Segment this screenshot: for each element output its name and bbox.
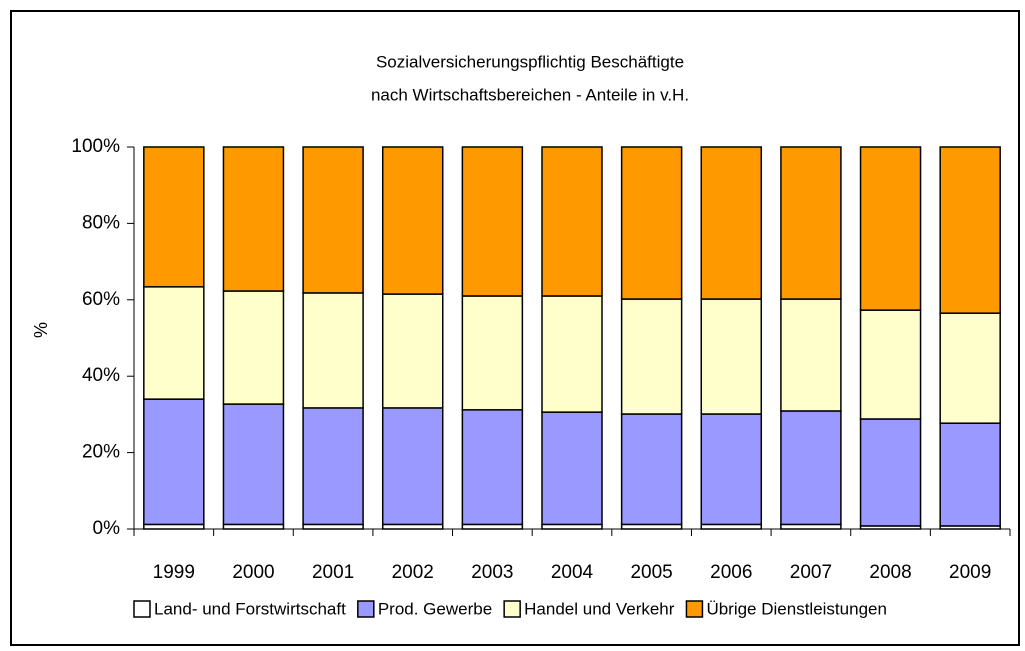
x-tick-label: 2004 [551, 562, 594, 583]
bar-segment [461, 146, 524, 297]
bar-segment [939, 422, 1001, 527]
legend-label: Land- und Forstwirtschaft [154, 599, 346, 618]
y-tick-label: 40% [82, 365, 120, 386]
legend-label: Handel und Verkehr [524, 599, 675, 618]
x-tick-label: 2003 [471, 562, 513, 583]
bar-segment [461, 409, 524, 526]
y-tick-label: 80% [82, 212, 120, 233]
x-tick-label: 2005 [630, 562, 672, 583]
x-tick-label: 2001 [312, 562, 354, 583]
legend-swatch [685, 600, 704, 618]
x-tick-label: 2002 [392, 562, 434, 583]
bar-segment [143, 146, 205, 288]
x-tick-label: 2007 [790, 562, 832, 583]
bar-segment [541, 146, 603, 297]
bar-segment [700, 146, 763, 300]
bar-segment [780, 410, 842, 526]
bar-segment [620, 146, 683, 300]
legend-swatch [357, 600, 375, 618]
bar-segment [939, 146, 1001, 314]
bar-segment [381, 293, 444, 409]
bar-segment [700, 298, 763, 415]
x-tick-label: 2000 [232, 562, 274, 583]
x-tick-label: 1999 [153, 562, 195, 583]
bar-segment [939, 312, 1001, 424]
bar-segment [859, 309, 922, 420]
bar-segment [222, 146, 285, 292]
legend-swatch [133, 600, 151, 618]
bar-segment [302, 292, 364, 409]
chart-title: nach Wirtschaftsbereichen - Anteile in v… [371, 85, 689, 104]
bar-segment [780, 298, 842, 412]
x-tick-label: 2009 [949, 562, 991, 583]
y-tick-label: 20% [82, 442, 120, 463]
y-tick-label: 100% [71, 136, 120, 157]
bar-segment [222, 403, 285, 526]
bar-segment [302, 407, 364, 526]
bar-segment [381, 407, 444, 526]
bar-segment [302, 146, 364, 294]
bar-segment [222, 290, 285, 405]
bar-segment [780, 146, 842, 300]
y-tick-label: 60% [82, 289, 120, 310]
legend-label: Prod. Gewerbe [378, 599, 492, 618]
bar-segment [143, 286, 205, 400]
legend-swatch [503, 600, 521, 618]
bar-segment [700, 413, 763, 526]
chart-title: Sozialversicherungspflichtig Beschäftigt… [376, 52, 684, 71]
bar-segment [620, 298, 683, 415]
bar-segment [859, 418, 922, 527]
x-tick-label: 2006 [710, 562, 752, 583]
bar-segment [143, 398, 205, 526]
y-tick-label: 0% [93, 518, 121, 539]
bar-segment [461, 295, 524, 411]
bar-segment [859, 146, 922, 311]
x-tick-label: 2008 [869, 562, 911, 583]
legend-label: Übrige Dienstleistungen [706, 599, 887, 618]
bar-segment [381, 146, 444, 295]
bar-segment [541, 411, 603, 526]
y-axis-label: % [31, 322, 51, 338]
bar-segment [541, 295, 603, 413]
bar-segment [620, 413, 683, 526]
